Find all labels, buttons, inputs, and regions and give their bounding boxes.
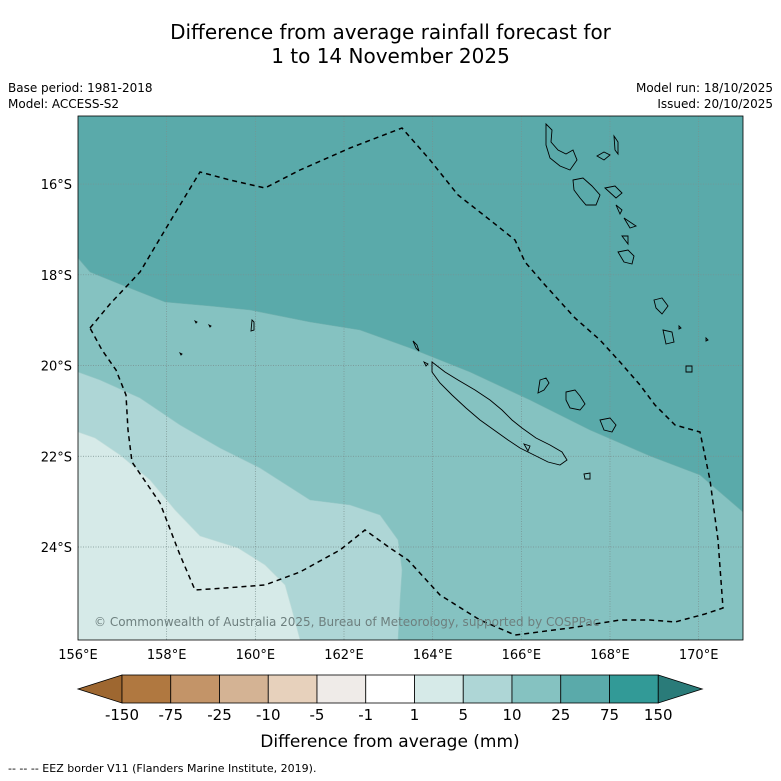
colorbar-segment bbox=[511, 674, 562, 704]
lat-tick-label: 24°S bbox=[41, 541, 72, 556]
gridlines bbox=[78, 116, 743, 640]
colorbar-segment bbox=[316, 674, 367, 704]
colorbar-tick-label: 5 bbox=[458, 706, 468, 724]
longitude-tick-labels: 156°E 158°E 160°E 162°E 164°E 166°E 168°E 170°E bbox=[58, 648, 718, 663]
colorbar-tick-label: -10 bbox=[256, 706, 281, 724]
colorbar-tick-label: -25 bbox=[207, 706, 232, 724]
colorbar-tick-label: 10 bbox=[502, 706, 521, 724]
base-period-text: Base period: 1981-2018 bbox=[8, 81, 153, 95]
model-text: Model: ACCESS-S2 bbox=[8, 97, 120, 111]
colorbar-segment bbox=[121, 674, 172, 704]
colorbar-tick-label: 1 bbox=[410, 706, 420, 724]
lat-tick-label: 20°S bbox=[41, 360, 72, 375]
lon-tick-label: 168°E bbox=[590, 648, 630, 663]
colorbar-extend-high bbox=[657, 674, 704, 704]
map-frame bbox=[77, 115, 744, 641]
colorbar-tick-label: 25 bbox=[551, 706, 570, 724]
colorbar-tick-labels: -150 -75 -25 -10 -5 -1 1 5 10 25 75 150 bbox=[105, 706, 673, 724]
colorbar-segment bbox=[609, 674, 659, 704]
lat-tick-label: 16°S bbox=[41, 178, 72, 193]
eez-legend-text: -- -- -- EEZ border V11 (Flanders Marine… bbox=[8, 762, 317, 775]
eez-border-line bbox=[89, 127, 724, 636]
colorbar-extend-low bbox=[76, 674, 123, 704]
lon-tick-label: 160°E bbox=[236, 648, 276, 663]
lat-tick-label: 22°S bbox=[41, 450, 72, 465]
colorbar-tick-label: -150 bbox=[105, 706, 139, 724]
model-run-text: Model run: 18/10/2025 bbox=[635, 81, 773, 95]
lon-tick-label: 166°E bbox=[502, 648, 542, 663]
colorbar-segment bbox=[267, 674, 318, 704]
colorbar-segment bbox=[365, 674, 415, 704]
vanuatu-coastline bbox=[545, 122, 709, 373]
latitude-tick-labels: 16°S 18°S 20°S 22°S 24°S bbox=[41, 178, 72, 556]
colorbar-tick-label: 75 bbox=[600, 706, 619, 724]
lat-tick-label: 18°S bbox=[41, 269, 72, 284]
colorbar-tick-label: -5 bbox=[310, 706, 325, 724]
map-title-line2: 1 to 14 November 2025 bbox=[271, 44, 510, 68]
map-title-line1: Difference from average rainfall forecas… bbox=[170, 20, 611, 44]
lon-tick-label: 156°E bbox=[58, 648, 98, 663]
lon-tick-label: 170°E bbox=[679, 648, 719, 663]
colorbar-segment bbox=[560, 674, 610, 704]
colorbar-segment bbox=[170, 674, 220, 704]
info-left: Base period: 1981-2018 Model: ACCESS-S2 bbox=[8, 80, 153, 112]
colorbar bbox=[76, 674, 704, 704]
colorbar-title: Difference from average (mm) bbox=[260, 732, 519, 752]
new-caledonia-coastline bbox=[412, 340, 617, 480]
lon-tick-label: 164°E bbox=[413, 648, 453, 663]
colorbar-segment bbox=[219, 674, 269, 704]
issued-text: Issued: 20/10/2025 bbox=[657, 97, 773, 111]
small-reef-islands bbox=[178, 319, 255, 356]
info-right: Model run: 18/10/2025 Issued: 20/10/2025 bbox=[636, 80, 773, 112]
colorbar-tick-label: -1 bbox=[358, 706, 373, 724]
rainfall-anomaly-field bbox=[78, 116, 743, 640]
colorbar-tick-label: -75 bbox=[159, 706, 184, 724]
colorbar-segment bbox=[462, 674, 513, 704]
colorbar-segment bbox=[414, 674, 464, 704]
lon-tick-label: 158°E bbox=[147, 648, 187, 663]
copyright-text: © Commonwealth of Australia 2025, Bureau… bbox=[94, 615, 599, 629]
colorbar-tick-label: 150 bbox=[644, 706, 673, 724]
lon-tick-label: 162°E bbox=[324, 648, 364, 663]
band-1-5 bbox=[78, 431, 301, 640]
